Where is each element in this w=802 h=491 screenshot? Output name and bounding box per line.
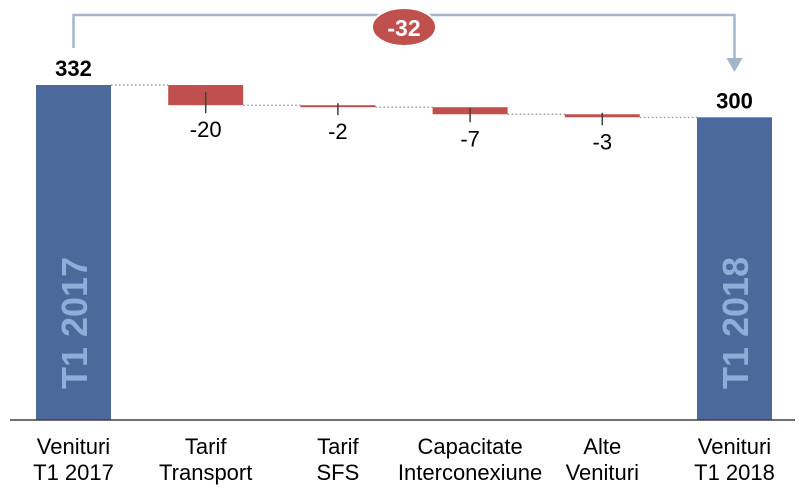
category-label-tarif-transport-line-1: Tarif [185, 434, 227, 459]
category-label-venituri-t1-2017-line-2: T1 2017 [33, 460, 114, 485]
category-label-capacitate-interconexiune-line-2: Interconexiune [398, 460, 542, 485]
bar-inner-label-t1-2017: T1 2017 [54, 257, 95, 389]
category-label-alte-venituri-line-1: Alte [583, 434, 621, 459]
bar-inner-labels: T1 2017 T1 2018 [54, 257, 756, 389]
category-label-tarif-sfs-line-1: Tarif [317, 434, 359, 459]
total-change-label: -32 [387, 15, 420, 41]
value-labels: 332 -20 -2 -7 -3 300 [55, 56, 753, 154]
connector-lines [111, 84, 697, 118]
total-bar-venituri-t1-2018 [697, 117, 772, 421]
value-label-venituri-t1-2018: 300 [716, 88, 753, 113]
value-label-tarif-sfs: -2 [328, 119, 348, 144]
category-label-alte-venituri-line-2: Venituri [566, 460, 639, 485]
value-label-capacitate-interconexiune: -7 [460, 126, 480, 151]
category-label-venituri-t1-2018-line-1: Venituri [698, 434, 771, 459]
category-label-capacitate-interconexiune-line-1: Capacitate [418, 434, 523, 459]
badge-oval [371, 7, 437, 47]
total-bar-venituri-t1-2017 [36, 85, 111, 421]
category-label-tarif-transport-line-2: Transport [159, 460, 252, 485]
total-change-badge: -32 [371, 7, 437, 47]
value-label-tarif-transport: -20 [190, 117, 222, 142]
value-label-alte-venituri: -3 [593, 129, 613, 154]
arrow-down-icon [726, 58, 743, 72]
value-ticks [204, 92, 604, 126]
bar-inner-label-t1-2018: T1 2018 [715, 257, 756, 389]
category-label-venituri-t1-2018-line-2: T1 2018 [694, 460, 775, 485]
value-label-venituri-t1-2017: 332 [55, 56, 92, 81]
category-label-tarif-sfs-line-2: SFS [317, 460, 360, 485]
bars [36, 85, 772, 421]
category-label-venituri-t1-2017-line-1: Venituri [37, 434, 110, 459]
